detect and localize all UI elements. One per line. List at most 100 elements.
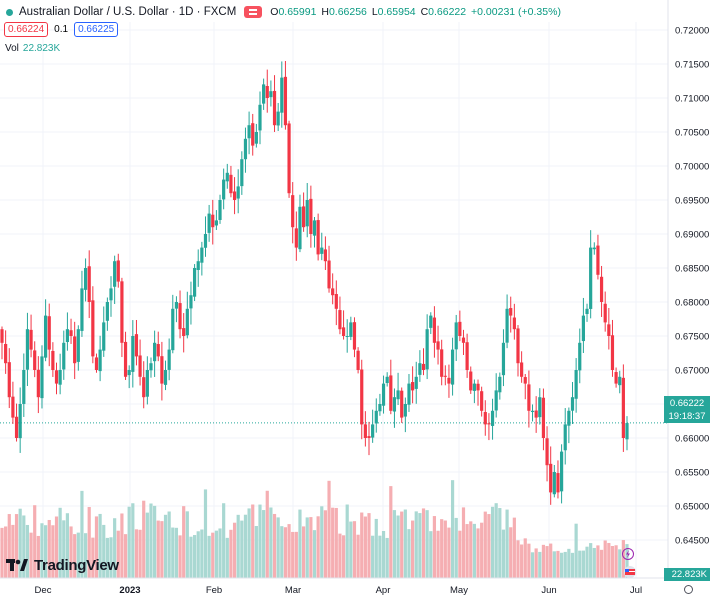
volume-bar bbox=[538, 551, 542, 578]
candle-body bbox=[127, 370, 131, 376]
candle-body bbox=[14, 416, 19, 438]
volume-bar bbox=[458, 530, 462, 578]
candle-body bbox=[320, 247, 324, 254]
volume-bar bbox=[418, 513, 422, 578]
volume-bar bbox=[360, 512, 364, 578]
price-tick-label: 0.65500 bbox=[675, 468, 709, 479]
candle-body bbox=[262, 84, 266, 104]
volume-bar bbox=[269, 507, 273, 578]
volume-bar bbox=[567, 548, 571, 578]
candle-body bbox=[83, 268, 88, 290]
volume-bar bbox=[425, 510, 429, 578]
candle-body bbox=[530, 410, 535, 413]
buy-button[interactable]: 0.66225 bbox=[74, 22, 119, 37]
volume-bar bbox=[58, 507, 62, 578]
volume-bar bbox=[305, 517, 309, 578]
candle-body bbox=[33, 350, 37, 370]
chart-grid bbox=[0, 22, 668, 578]
candle-body bbox=[251, 123, 255, 146]
volume-bar bbox=[581, 550, 585, 578]
candle-body bbox=[490, 410, 495, 426]
candle-body bbox=[614, 372, 618, 384]
candle-body bbox=[69, 330, 73, 336]
candle-body bbox=[171, 308, 175, 351]
candle-body bbox=[116, 260, 120, 282]
candle-body bbox=[392, 397, 397, 412]
time-tick-label: Dec bbox=[35, 585, 52, 596]
time-tick-label: Mar bbox=[285, 585, 301, 596]
tradingview-logo[interactable]: TradingView bbox=[6, 556, 119, 574]
candle-body bbox=[338, 310, 342, 330]
candle-body bbox=[541, 397, 546, 438]
candle-body bbox=[592, 247, 596, 250]
candle-body bbox=[432, 317, 437, 343]
volume-bar bbox=[174, 527, 179, 578]
volume-bar bbox=[440, 519, 444, 578]
candle-body bbox=[145, 370, 149, 397]
candle-body bbox=[487, 423, 491, 425]
time-tick-label: Feb bbox=[206, 585, 222, 596]
candle-body bbox=[44, 315, 48, 358]
volume-bar bbox=[599, 549, 604, 578]
candle-body bbox=[465, 342, 469, 370]
candle-body bbox=[505, 308, 509, 343]
time-axis[interactable]: Dec 2023 Feb Mar Apr May Jun Jul bbox=[0, 577, 710, 596]
volume-bar bbox=[345, 504, 349, 578]
candle-body bbox=[142, 377, 146, 398]
economic-events-icon[interactable] bbox=[624, 566, 636, 578]
sell-button[interactable]: 0.66224 bbox=[4, 22, 49, 37]
price-tick-label: 0.71500 bbox=[675, 60, 709, 71]
lightning-icon[interactable] bbox=[622, 548, 634, 560]
candle-body bbox=[570, 397, 575, 411]
candle-body bbox=[192, 268, 197, 297]
volume-legend[interactable]: Vol 22.823K bbox=[5, 43, 60, 54]
volume-bar bbox=[556, 550, 560, 578]
volume-bar bbox=[44, 525, 48, 578]
candle-body bbox=[4, 343, 8, 364]
candle-body bbox=[131, 336, 135, 372]
symbol-title[interactable]: Australian Dollar / U.S. Dollar · 1D · F… bbox=[19, 6, 237, 18]
volume-bar bbox=[483, 511, 487, 578]
low-value: 0.65954 bbox=[377, 6, 416, 18]
volume-bar bbox=[316, 516, 320, 578]
volume-bar bbox=[527, 543, 531, 578]
volume-bar bbox=[476, 528, 480, 578]
candle-body bbox=[309, 198, 313, 234]
volume-bar bbox=[523, 538, 527, 578]
volume-bar bbox=[498, 508, 502, 578]
settings-icon[interactable] bbox=[684, 585, 693, 594]
volume-bar bbox=[381, 530, 386, 578]
volume-bar bbox=[618, 549, 622, 578]
volume-bar bbox=[243, 514, 248, 578]
candle-body bbox=[527, 384, 531, 411]
visibility-toggle-icon[interactable] bbox=[244, 6, 263, 18]
volume-bar bbox=[334, 507, 338, 578]
bar-countdown: 19:18:37 bbox=[668, 411, 706, 422]
volume-bar bbox=[189, 536, 193, 578]
candle-body bbox=[599, 276, 604, 302]
candle-body bbox=[283, 76, 288, 126]
price-axis[interactable]: 0.72000 0.71500 0.71000 0.70500 0.70000 0.695… bbox=[667, 0, 710, 600]
candle-body bbox=[291, 195, 295, 228]
candle-body bbox=[98, 349, 102, 372]
volume-bar bbox=[309, 517, 313, 578]
candle-body bbox=[40, 356, 44, 399]
volume-bar bbox=[505, 509, 509, 578]
volume-bar bbox=[429, 531, 433, 578]
volume-bar bbox=[501, 529, 506, 578]
candle-body bbox=[476, 383, 480, 391]
volume-bar bbox=[105, 537, 109, 578]
volume-bar bbox=[552, 551, 556, 578]
candle-body bbox=[360, 369, 364, 425]
volume-bar bbox=[265, 490, 269, 578]
high-value: 0.66256 bbox=[328, 6, 367, 18]
candle-body bbox=[153, 342, 157, 362]
candle-body bbox=[73, 336, 77, 364]
volume-value: 22.823K bbox=[22, 43, 61, 54]
volume-bar bbox=[29, 532, 33, 578]
volume-bar bbox=[450, 480, 455, 578]
candle-body bbox=[91, 300, 95, 357]
candle-body bbox=[222, 179, 226, 200]
candle-body bbox=[323, 249, 328, 262]
